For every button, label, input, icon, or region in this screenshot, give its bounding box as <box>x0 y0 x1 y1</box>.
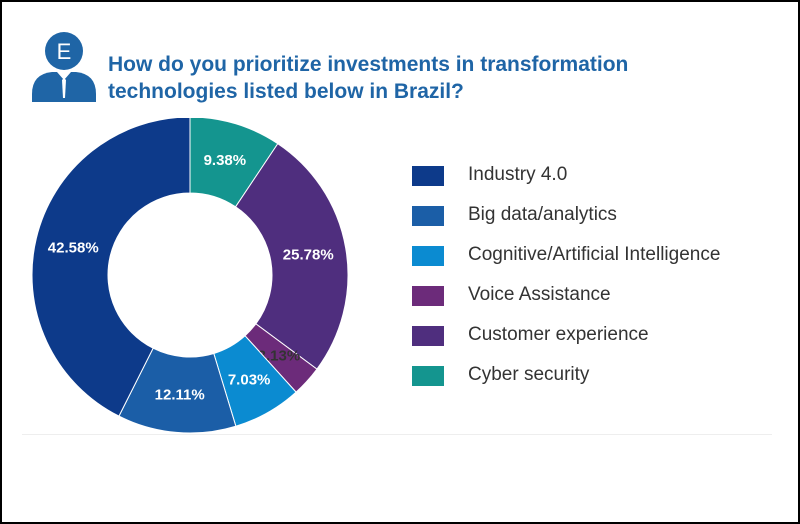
badge-letter: E <box>57 39 72 64</box>
title-line-2: technologies listed below in Brazil? <box>108 80 464 103</box>
chart-title: How do you prioritize investments in tra… <box>108 51 768 105</box>
legend-swatch <box>412 366 444 386</box>
data-label-big-data-analytics: 12.11% <box>155 387 205 404</box>
legend-label: Big data/analytics <box>468 204 617 225</box>
legend-label: Industry 4.0 <box>468 164 568 185</box>
data-label-cyber-security: 9.38% <box>204 152 247 169</box>
legend-item-cyber-security: Cyber security <box>412 362 792 386</box>
legend-label: Customer experience <box>468 324 649 345</box>
legend-item-industry-4-0: Industry 4.0 <box>412 162 792 186</box>
donut-chart: 9.38% 25.78% 3.13% 7.03% 12.11% 42.58% <box>31 118 349 434</box>
legend-swatch <box>412 326 444 346</box>
legend-label: Cognitive/Artificial Intelligence <box>468 244 721 265</box>
legend-label: Cyber security <box>468 364 590 385</box>
data-label-industry-4-0: 42.58% <box>48 239 99 256</box>
title-line-1: How do you prioritize investments in tra… <box>108 53 629 76</box>
slice-industry-4-0 <box>31 118 191 417</box>
divider <box>22 434 772 435</box>
legend-swatch <box>412 246 444 266</box>
legend-swatch <box>412 206 444 226</box>
legend-item-big-data-analytics: Big data/analytics <box>412 202 792 226</box>
data-label-cognitive-artificial-intelligence: 7.03% <box>228 371 271 388</box>
legend-swatch <box>412 166 444 186</box>
data-label-customer-experience: 25.78% <box>283 247 334 264</box>
legend-item-cognitive-artificial-intelligence: Cognitive/Artificial Intelligence <box>412 242 792 266</box>
legend-item-voice-assistance: Voice Assistance <box>412 282 792 306</box>
slice-customer-experience <box>234 142 349 370</box>
legend-item-customer-experience: Customer experience <box>412 322 792 346</box>
legend-swatch <box>412 286 444 306</box>
legend-label: Voice Assistance <box>468 284 611 305</box>
person-e-icon: E <box>32 32 96 102</box>
data-label-voice-assistance: 3.13% <box>258 348 301 365</box>
